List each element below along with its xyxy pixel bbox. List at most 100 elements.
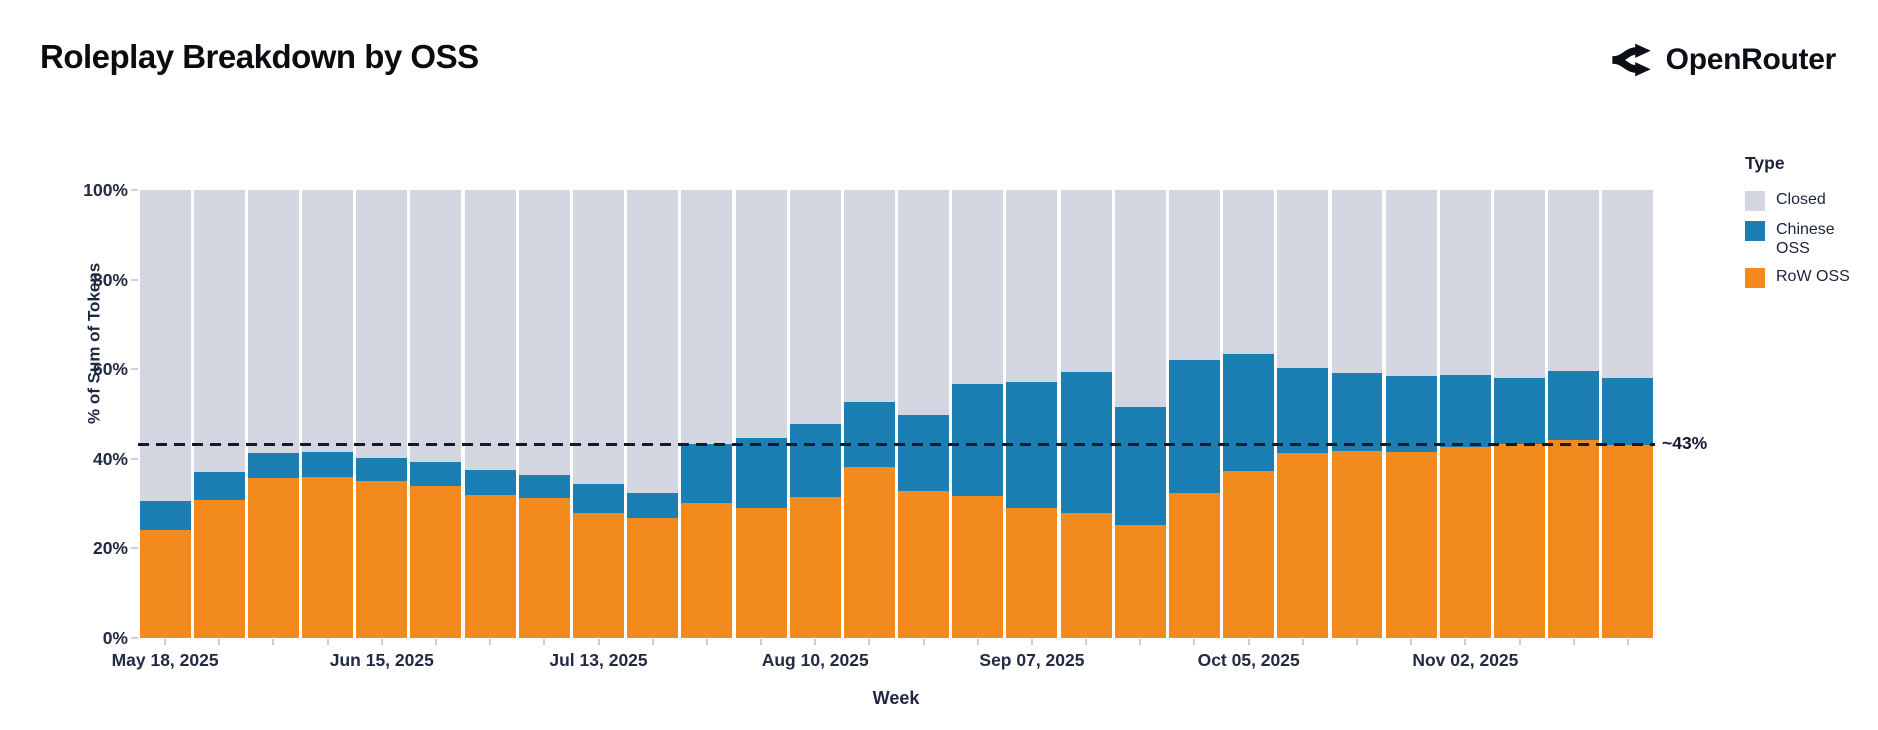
bar-segment-RoW OSS (1331, 451, 1383, 638)
bar-segment-Chinese OSS (1548, 371, 1600, 441)
bar-Oct 05, 2025 (1223, 190, 1275, 638)
bar-Aug 03, 2025 (735, 190, 787, 638)
bar-segment-Chinese OSS (789, 424, 841, 497)
bar-segment-RoW OSS (898, 491, 950, 638)
bar-segment-RoW OSS (735, 507, 787, 638)
bar-segment-RoW OSS (681, 502, 733, 638)
brand-logo: OpenRouter (1610, 36, 1836, 84)
y-tick-mark (131, 368, 138, 371)
x-tick-mark (651, 639, 654, 645)
bar-segment-RoW OSS (410, 485, 462, 638)
x-tick-mark (1301, 639, 1304, 645)
y-tick-label: 60% (92, 359, 128, 380)
bar-Nov 02, 2025 (1439, 190, 1491, 638)
bar-Nov 23, 2025 (1602, 190, 1654, 638)
x-tick-mark (1626, 639, 1629, 645)
bar-segment-Chinese OSS (302, 452, 354, 477)
bar-segment-RoW OSS (193, 499, 245, 638)
x-tick-mark (976, 639, 979, 645)
x-tick-mark (1518, 639, 1521, 645)
bar-Sep 21, 2025 (1114, 190, 1166, 638)
bar-Oct 26, 2025 (1385, 190, 1437, 638)
bar-Jun 08, 2025 (302, 190, 354, 638)
bar-segment-RoW OSS (247, 477, 299, 638)
bar-segment-RoW OSS (1114, 524, 1166, 638)
bar-segment-Closed (898, 190, 950, 416)
bar-Jul 20, 2025 (627, 190, 679, 638)
y-tick-label: 20% (92, 538, 128, 559)
bar-segment-Closed (789, 190, 841, 425)
bar-segment-RoW OSS (1060, 512, 1112, 638)
bar-segment-Closed (1060, 190, 1112, 372)
bar-segment-Closed (843, 190, 895, 402)
bar-segment-Closed (356, 190, 408, 458)
bar-segment-RoW OSS (1223, 471, 1275, 638)
bar-segment-Closed (681, 190, 733, 445)
bar-segment-Closed (735, 190, 787, 438)
bar-Jun 15, 2025 (356, 190, 408, 638)
bar-segment-Closed (1494, 190, 1546, 378)
y-tick-mark (131, 547, 138, 550)
bar-segment-Closed (1548, 190, 1600, 371)
y-tick-mark (131, 457, 138, 460)
bar-Nov 09, 2025 (1494, 190, 1546, 638)
y-tick-mark (131, 278, 138, 281)
bar-segment-Closed (1223, 190, 1275, 355)
openrouter-icon (1610, 39, 1652, 81)
x-tick-label: Nov 02, 2025 (1412, 650, 1519, 670)
legend-label: Chinese OSS (1776, 221, 1835, 258)
bar-segment-Chinese OSS (1223, 354, 1275, 472)
bar-Oct 12, 2025 (1277, 190, 1329, 638)
y-tick-label: 80% (92, 269, 128, 290)
x-tick-mark (164, 639, 167, 645)
bar-Jul 13, 2025 (573, 190, 624, 638)
bar-Oct 19, 2025 (1331, 190, 1383, 638)
bar-Sep 28, 2025 (1168, 190, 1220, 638)
bar-segment-RoW OSS (518, 497, 570, 638)
bar-segment-Closed (1385, 190, 1437, 376)
bar-segment-Chinese OSS (1277, 368, 1329, 453)
bar-May 18, 2025 (139, 190, 191, 638)
bar-segment-Chinese OSS (681, 444, 733, 503)
bar-segment-Chinese OSS (627, 493, 679, 518)
bar-segment-RoW OSS (356, 481, 408, 638)
bar-segment-Closed (1439, 190, 1491, 375)
bar-segment-Chinese OSS (1494, 377, 1546, 445)
x-axis-title: Week (872, 688, 920, 708)
bar-segment-RoW OSS (302, 476, 354, 638)
bar-segment-Closed (302, 190, 354, 453)
bar-segment-Chinese OSS (843, 401, 895, 467)
bar-segment-Closed (952, 190, 1004, 385)
legend-label: Closed (1776, 191, 1826, 208)
bar-segment-Closed (518, 190, 570, 475)
bar-Aug 24, 2025 (898, 190, 950, 638)
reference-line (138, 442, 1655, 446)
x-tick-mark (814, 639, 817, 645)
reference-line-label: ~43% (1662, 433, 1708, 454)
chinese-oss-swatch (1745, 221, 1765, 241)
plot-area (138, 190, 1655, 638)
x-tick-mark (705, 639, 708, 645)
bar-segment-RoW OSS (789, 496, 841, 638)
x-tick-mark (326, 639, 329, 645)
legend-item-closed: Closed (1745, 190, 1865, 211)
bar-segment-Chinese OSS (1439, 374, 1491, 448)
y-tick-mark (131, 637, 138, 639)
bar-segment-Chinese OSS (573, 483, 624, 514)
x-tick-mark (434, 639, 437, 645)
legend-label: RoW OSS (1776, 268, 1850, 286)
bar-segment-RoW OSS (139, 529, 191, 638)
legend-item-chinese-oss: Chinese OSS (1745, 220, 1865, 258)
bar-segment-Closed (410, 190, 462, 463)
bar-segment-Chinese OSS (464, 470, 516, 496)
bar-segment-RoW OSS (464, 495, 516, 638)
bar-segment-RoW OSS (1439, 447, 1491, 638)
bar-segment-Chinese OSS (952, 384, 1004, 496)
x-tick-label: May 18, 2025 (111, 650, 219, 670)
legend: Type Closed Chinese OSS RoW OSS (1745, 153, 1865, 297)
bar-May 25, 2025 (193, 190, 245, 638)
bar-segment-RoW OSS (843, 466, 895, 638)
bar-segment-RoW OSS (573, 513, 624, 638)
x-tick-mark (1247, 639, 1250, 645)
